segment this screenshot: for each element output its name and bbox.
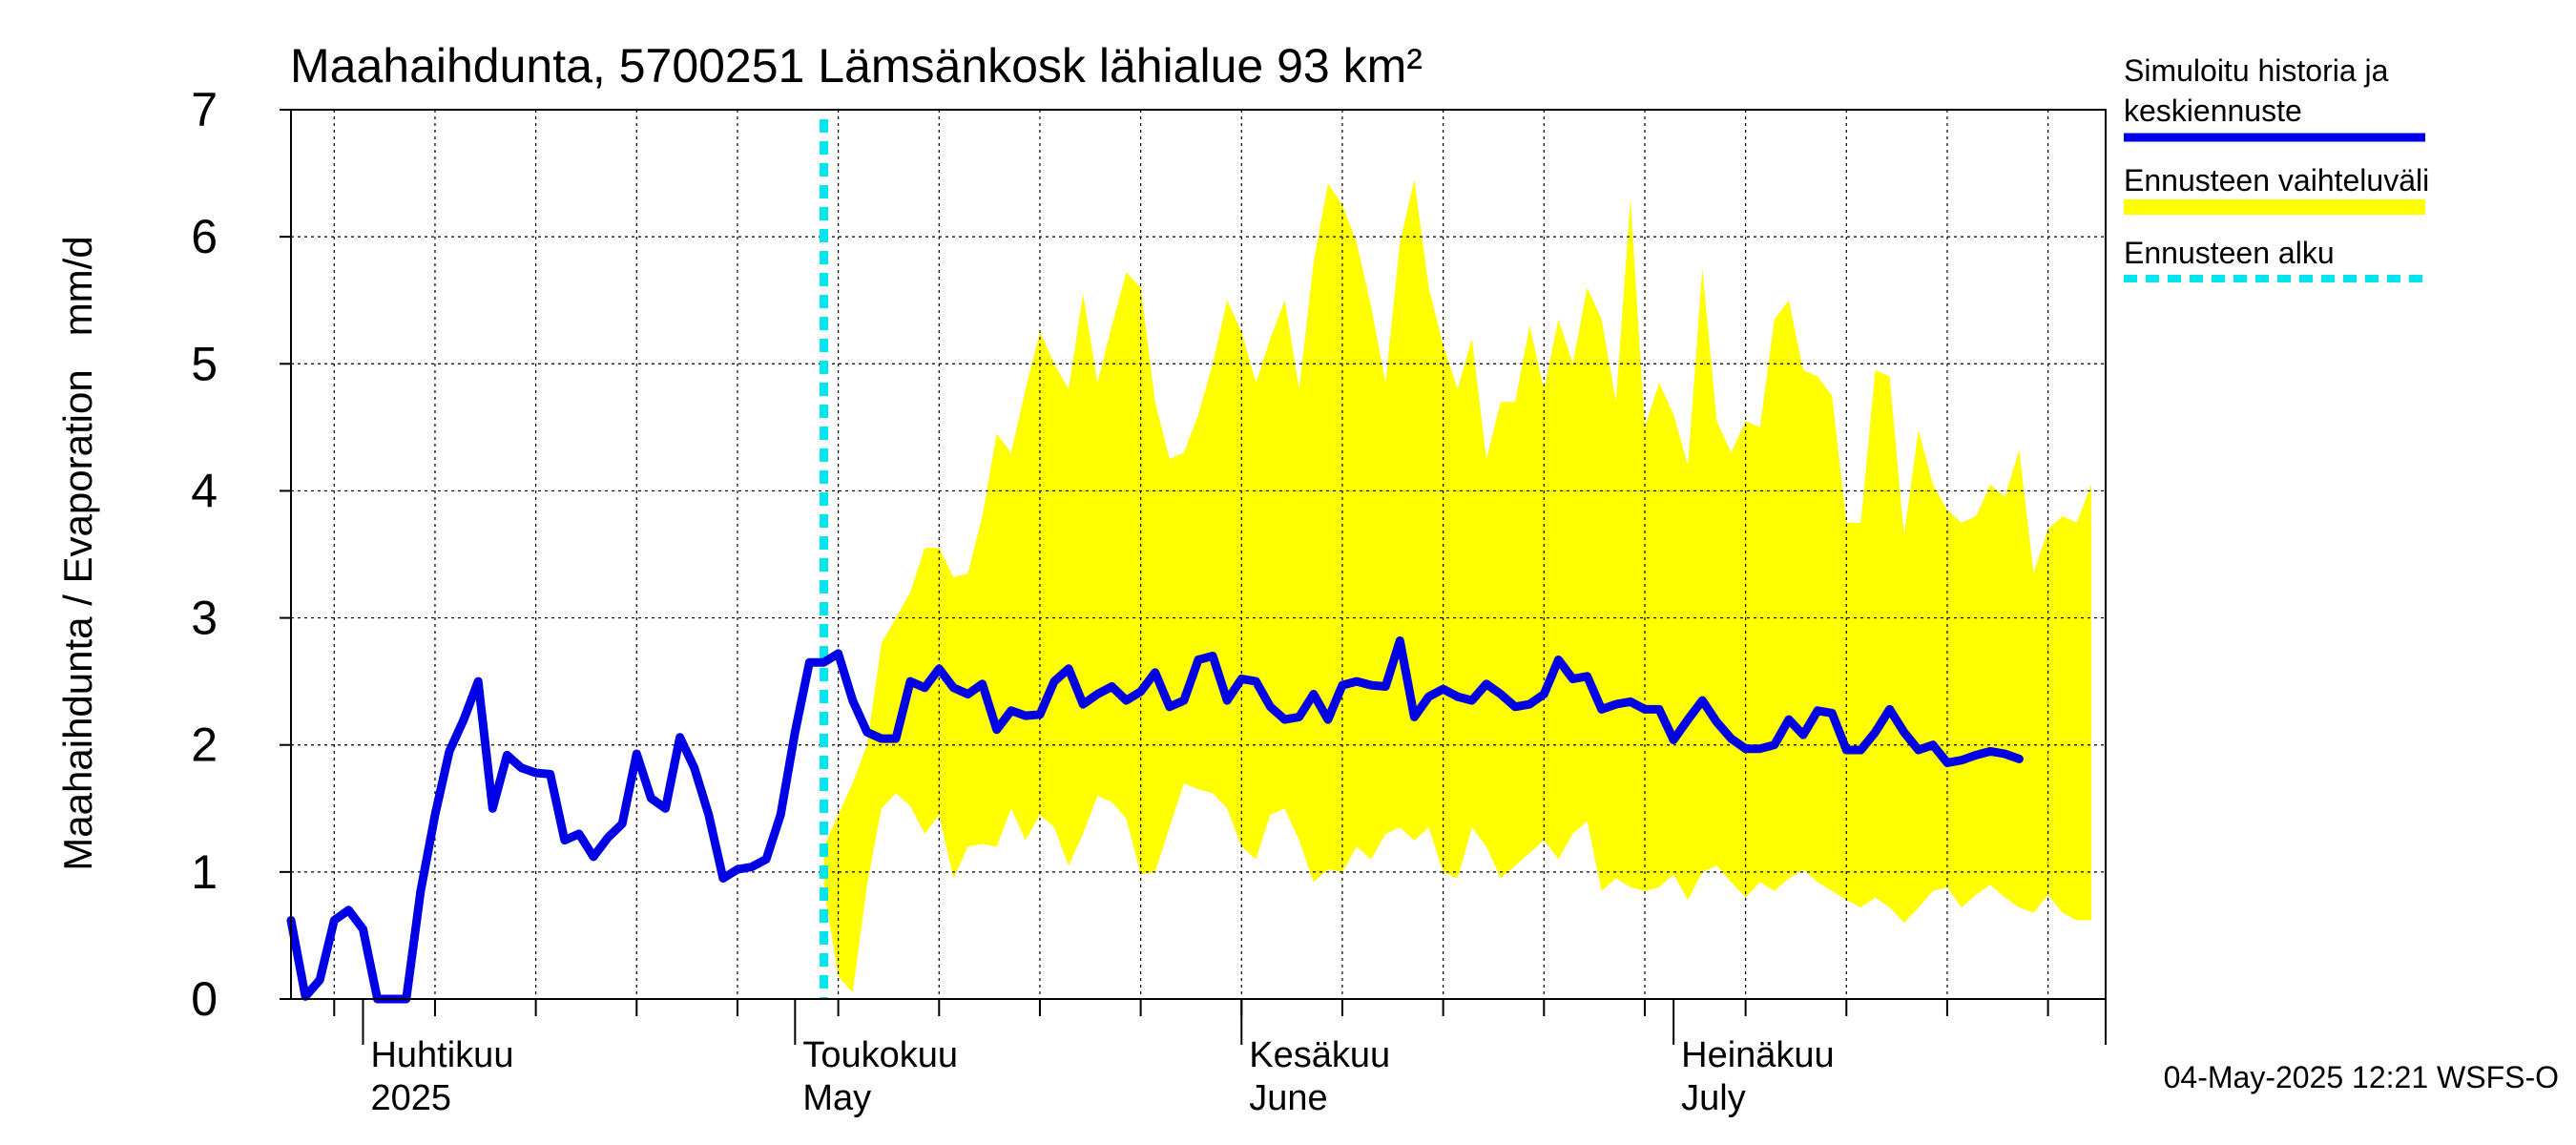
y-tick-label: 6 — [191, 210, 218, 263]
legend-swatch-band — [2124, 199, 2425, 215]
month-label-en: May — [802, 1078, 871, 1118]
legend-label-simulation: Simuloitu historia ja — [2124, 53, 2389, 88]
legend-label-band: Ennusteen vaihteluväli — [2124, 163, 2429, 198]
month-label-en: 2025 — [370, 1078, 451, 1118]
legend-label-simulation: keskiennuste — [2124, 94, 2302, 128]
y-tick-label: 7 — [191, 83, 218, 136]
legend: Simuloitu historia ja keskiennuste Ennuste… — [2124, 53, 2429, 282]
month-label-fi: Kesäkuu — [1249, 1035, 1390, 1075]
axis-layer: 01234567Huhtikuu2025ToukokuuMayKesäkuuJu… — [191, 83, 2107, 1118]
month-label-fi: Heinäkuu — [1681, 1035, 1835, 1075]
month-label-en: June — [1249, 1078, 1327, 1118]
y-axis-label: Maahaihdunta / Evaporation mm/d — [55, 236, 100, 870]
forecast-band-layer — [823, 179, 2091, 993]
simulation-line-layer — [286, 636, 2024, 1004]
plot-frame — [290, 109, 2107, 1000]
grid-layer — [291, 109, 2106, 1000]
chart-title: Maahaihdunta, 5700251 Lämsänkosk lähialu… — [290, 39, 1423, 93]
y-tick-label: 5 — [191, 337, 218, 390]
y-tick-label: 4 — [191, 464, 218, 517]
y-tick-label: 1 — [191, 845, 218, 899]
y-tick-label: 2 — [191, 718, 218, 772]
y-tick-label: 3 — [191, 592, 218, 645]
timestamp-label: 04-May-2025 12:21 WSFS-O — [2164, 1060, 2559, 1094]
month-label-fi: Huhtikuu — [370, 1035, 513, 1075]
simulation-line — [286, 636, 2024, 1004]
month-label-en: July — [1681, 1078, 1746, 1118]
legend-label-forecast-start: Ennusteen alku — [2124, 236, 2335, 270]
forecast-range-band — [823, 179, 2091, 993]
month-label-fi: Toukokuu — [802, 1035, 958, 1075]
y-tick-label: 0 — [191, 972, 218, 1026]
